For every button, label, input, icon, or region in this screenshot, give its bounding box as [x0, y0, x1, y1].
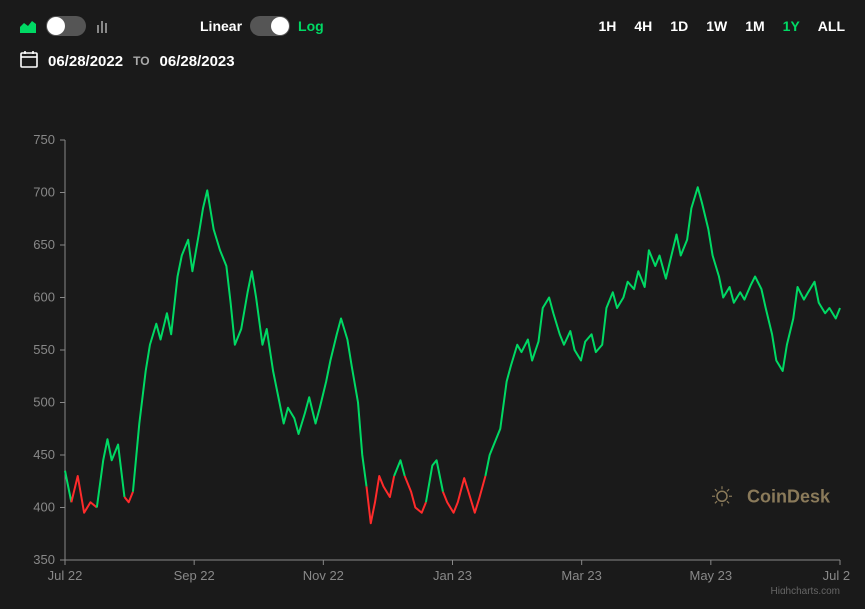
svg-text:700: 700 [33, 185, 55, 200]
svg-text:400: 400 [33, 500, 55, 515]
date-from[interactable]: 06/28/2022 [48, 53, 123, 70]
svg-text:Jan 23: Jan 23 [433, 568, 472, 583]
scale-toggle-group: Linear Log [200, 16, 324, 36]
chart-frame: Linear Log 1H 4H 1D 1W 1M 1Y ALL 06/28/2022 TO… [0, 0, 865, 609]
svg-text:550: 550 [33, 342, 55, 357]
date-to[interactable]: 06/28/2023 [160, 53, 235, 70]
svg-text:CoinDesk: CoinDesk [747, 486, 831, 506]
svg-text:500: 500 [33, 395, 55, 410]
timeframe-selector: 1H 4H 1D 1W 1M 1Y ALL [598, 18, 845, 34]
svg-text:Nov 22: Nov 22 [303, 568, 344, 583]
date-range-row: 06/28/2022 TO 06/28/2023 [0, 44, 865, 72]
svg-text:600: 600 [33, 290, 55, 305]
calendar-icon[interactable] [20, 50, 38, 72]
scale-toggle[interactable] [250, 16, 290, 36]
timeframe-all[interactable]: ALL [818, 18, 845, 34]
svg-text:650: 650 [33, 237, 55, 252]
date-to-label: TO [133, 54, 149, 68]
svg-text:450: 450 [33, 447, 55, 462]
chart-type-toggle[interactable] [46, 16, 86, 36]
timeframe-1m[interactable]: 1M [745, 18, 764, 34]
svg-text:Mar 23: Mar 23 [561, 568, 601, 583]
svg-text:Sep 22: Sep 22 [174, 568, 215, 583]
toggle-knob [47, 17, 65, 35]
timeframe-4h[interactable]: 4H [634, 18, 652, 34]
svg-text:May 23: May 23 [690, 568, 733, 583]
price-chart: 350 400 450 500 550 600 650 700 750 Jul 22 Sep 22 N… [20, 130, 850, 594]
svg-text:Jul 22: Jul 22 [48, 568, 83, 583]
svg-text:Highcharts.com: Highcharts.com [771, 586, 840, 594]
timeframe-1d[interactable]: 1D [670, 18, 688, 34]
scale-linear-label: Linear [200, 18, 242, 34]
svg-text:Jul 23: Jul 23 [823, 568, 850, 583]
toolbar: Linear Log 1H 4H 1D 1W 1M 1Y ALL [0, 0, 865, 44]
chart-area: 350 400 450 500 550 600 650 700 750 Jul 22 Sep 22 N… [20, 130, 850, 594]
svg-text:750: 750 [33, 132, 55, 147]
timeframe-1h[interactable]: 1H [598, 18, 616, 34]
candlestick-icon [96, 19, 110, 33]
svg-text:350: 350 [33, 552, 55, 567]
timeframe-1y[interactable]: 1Y [783, 18, 800, 34]
timeframe-1w[interactable]: 1W [706, 18, 727, 34]
area-chart-icon [20, 19, 36, 33]
toggle-knob [271, 17, 289, 35]
scale-log-label: Log [298, 18, 324, 34]
